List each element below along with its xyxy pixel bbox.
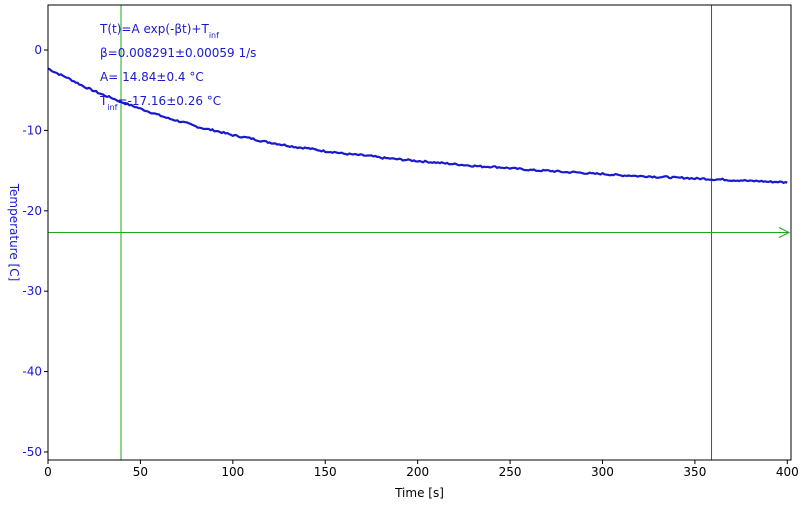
x-tick-label: 50	[133, 465, 148, 479]
y-tick-label: -50	[22, 445, 42, 459]
x-tick-label: 150	[314, 465, 337, 479]
series-line-0	[47, 67, 788, 184]
y-tick-label: 0	[34, 43, 42, 57]
x-tick-label: 300	[591, 465, 614, 479]
x-tick-label: 200	[406, 465, 429, 479]
plot-frame	[47, 4, 792, 461]
x-tick-label: 350	[683, 465, 706, 479]
y-tick-label: -40	[22, 365, 42, 379]
fit-amplitude: A= 14.84±0.4 °C	[100, 70, 204, 84]
fit-annotation: T(t)=A exp(-βt)+Tinf β=0.008291±0.00059 …	[99, 22, 256, 112]
y-tick-label: -30	[22, 284, 42, 298]
x-tick-label: 100	[221, 465, 244, 479]
y-axis-title: Temperature [C]	[7, 183, 21, 282]
fit-beta: β=0.008291±0.00059 1/s	[100, 46, 256, 60]
y-tick-label: -10	[22, 123, 42, 137]
cursor-arrow-icon	[778, 227, 791, 238]
x-tick-label: 400	[776, 465, 799, 479]
fit-equation: T(t)=A exp(-βt)+Tinf	[99, 22, 219, 40]
fit-tinf: Tinf=-17.16±0.26 °C	[99, 94, 221, 112]
x-tick-label: 250	[499, 465, 522, 479]
x-axis-title: Time [s]	[394, 486, 444, 500]
y-tick-label: -20	[22, 204, 42, 218]
x-tick-label: 0	[44, 465, 52, 479]
